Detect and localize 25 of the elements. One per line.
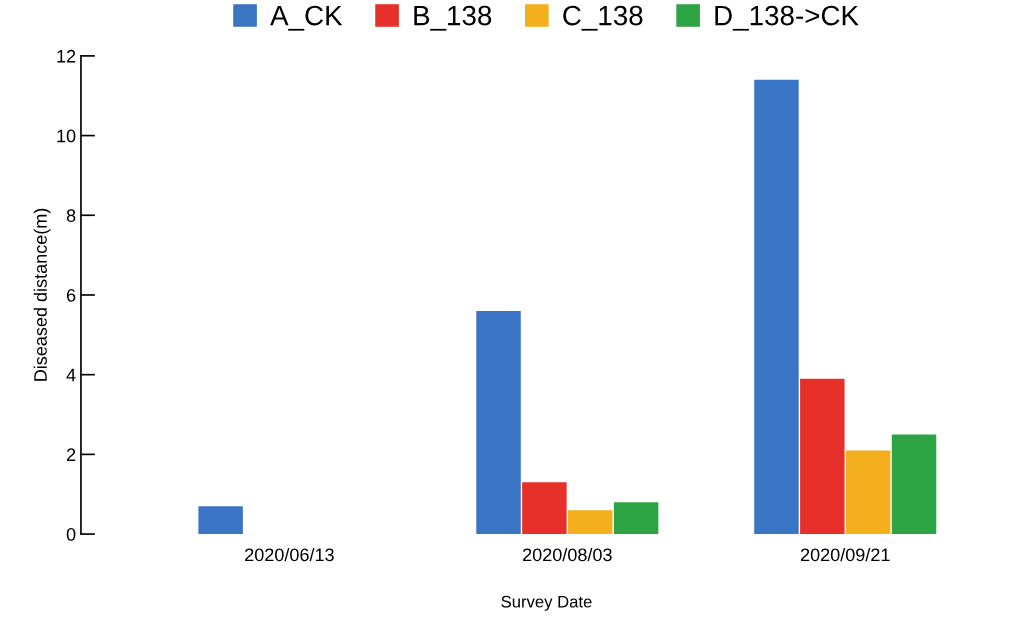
bar bbox=[754, 79, 799, 535]
x-tick-label: 2020/06/13 bbox=[245, 547, 334, 562]
bar bbox=[568, 510, 613, 535]
x-axis-title: Survey Date bbox=[501, 595, 592, 611]
bar bbox=[845, 450, 891, 535]
x-tick-label: 2020/08/03 bbox=[523, 547, 612, 562]
bar bbox=[522, 482, 567, 535]
y-tick-label: 10 bbox=[57, 129, 76, 143]
x-tick-label: 2020/09/21 bbox=[800, 547, 890, 562]
legend-label: C_138 bbox=[563, 5, 643, 31]
bar bbox=[891, 434, 937, 535]
legend-label: D_138->CK bbox=[715, 5, 859, 31]
y-tick-label: 12 bbox=[57, 49, 76, 63]
y-axis-title: Diseased distance(m) bbox=[33, 208, 51, 381]
bar bbox=[476, 310, 521, 535]
bar bbox=[613, 502, 659, 535]
bar bbox=[800, 378, 845, 535]
legend-label: B_138 bbox=[414, 5, 492, 31]
legend-label: A_CK bbox=[270, 5, 343, 31]
y-tick-label: 8 bbox=[66, 209, 76, 222]
bar bbox=[198, 506, 243, 535]
y-tick-label: 4 bbox=[66, 368, 76, 382]
y-tick-label: 6 bbox=[66, 288, 76, 302]
y-tick-label: 2 bbox=[66, 448, 76, 461]
y-tick-label: 0 bbox=[66, 527, 76, 541]
